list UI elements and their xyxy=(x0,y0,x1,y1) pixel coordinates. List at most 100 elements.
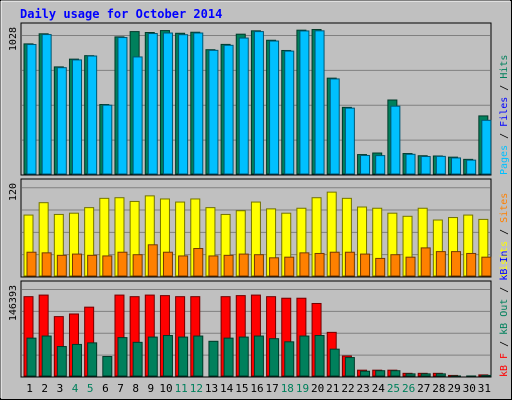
bar xyxy=(56,254,67,277)
bar xyxy=(405,153,416,175)
day-label: 29 xyxy=(447,382,460,395)
day-label: 12 xyxy=(190,382,203,395)
bar xyxy=(344,357,355,377)
bar xyxy=(329,348,340,377)
bar xyxy=(375,155,386,175)
bar xyxy=(87,342,98,377)
bar xyxy=(435,251,446,277)
day-label: 5 xyxy=(87,382,94,395)
legend-entry: Files xyxy=(499,97,510,127)
bar xyxy=(344,107,355,175)
bar xyxy=(360,154,371,175)
chart-title: Daily usage for October 2014 xyxy=(20,7,222,21)
day-label: 20 xyxy=(311,382,324,395)
bar xyxy=(41,34,52,175)
day-label: 11 xyxy=(175,382,188,395)
day-label: 23 xyxy=(357,382,370,395)
day-label: 31 xyxy=(478,382,491,395)
bar xyxy=(193,248,204,277)
bar xyxy=(162,32,173,175)
day-label: 15 xyxy=(235,382,248,395)
bar xyxy=(284,50,295,175)
bar xyxy=(87,254,98,277)
bar xyxy=(102,356,113,377)
bar xyxy=(71,253,82,277)
bar xyxy=(56,346,67,377)
day-label: 24 xyxy=(372,382,386,395)
day-label: 9 xyxy=(148,382,155,395)
day-label: 19 xyxy=(296,382,309,395)
bar xyxy=(481,256,492,277)
bar xyxy=(162,335,173,377)
bar xyxy=(269,338,280,377)
bar xyxy=(117,251,128,277)
y-max-label: 1028 xyxy=(8,27,19,51)
legend-entry: Sites xyxy=(499,193,510,223)
bar xyxy=(390,254,401,277)
bar xyxy=(451,251,462,277)
day-labels: 1 2 3 4 5 6 7 8 9 10 11 12 13 14 15 16 17 18 19 20 21 22 23 24 2… xyxy=(26,382,491,395)
bar xyxy=(223,337,234,377)
legend-hits: Pages / Files / Hits xyxy=(499,55,510,175)
day-label: 16 xyxy=(250,382,263,395)
bar xyxy=(375,370,386,377)
bar xyxy=(87,55,98,175)
day-label: 22 xyxy=(341,382,354,395)
panel-hits: 1028 Pages / Files / Hits xyxy=(8,22,510,176)
day-label: 8 xyxy=(132,382,139,395)
bar xyxy=(299,252,310,277)
bar xyxy=(102,104,113,175)
day-label: 7 xyxy=(117,382,124,395)
bar xyxy=(314,335,325,377)
bar xyxy=(102,255,113,277)
bar xyxy=(208,49,219,175)
bar xyxy=(132,341,143,377)
bar xyxy=(193,32,204,175)
bar xyxy=(360,253,371,277)
bar xyxy=(223,44,234,175)
legend-entry: Pages xyxy=(499,145,510,175)
bar xyxy=(435,155,446,175)
series-visits-1 xyxy=(26,244,492,277)
bar xyxy=(193,335,204,377)
day-label: 2 xyxy=(41,382,48,395)
bar xyxy=(360,370,371,377)
legend-entry: Visits xyxy=(499,241,510,277)
bar xyxy=(253,254,264,277)
legend-entry: Hits xyxy=(499,55,510,79)
bar xyxy=(253,31,264,175)
legend-visits: Visits / Sites xyxy=(499,193,510,277)
bar xyxy=(284,256,295,277)
bar xyxy=(435,373,446,377)
bar xyxy=(314,252,325,277)
bar xyxy=(420,156,431,175)
bar xyxy=(253,335,264,377)
bar xyxy=(238,253,249,277)
bar xyxy=(390,105,401,175)
bar xyxy=(269,40,280,175)
bar xyxy=(420,247,431,277)
legend-separator: / xyxy=(499,79,510,97)
bar xyxy=(314,30,325,175)
day-label: 3 xyxy=(57,382,64,395)
legend-entry: kB In xyxy=(499,251,510,281)
y-max-label: 146393 xyxy=(8,285,19,321)
bar xyxy=(451,157,462,175)
bar xyxy=(481,119,492,175)
bar xyxy=(41,335,52,377)
day-label: 18 xyxy=(281,382,294,395)
bar xyxy=(26,44,37,175)
day-label: 26 xyxy=(402,382,415,395)
bar xyxy=(178,34,189,175)
bar xyxy=(405,373,416,377)
legend-entry: kB Out xyxy=(499,299,510,335)
bar xyxy=(147,244,158,277)
bar xyxy=(56,67,67,175)
legend-separator: / xyxy=(499,223,510,241)
bar xyxy=(299,335,310,377)
day-label: 6 xyxy=(102,382,109,395)
bar xyxy=(223,254,234,277)
day-label: 14 xyxy=(220,382,234,395)
bar xyxy=(405,256,416,277)
day-label: 21 xyxy=(326,382,339,395)
